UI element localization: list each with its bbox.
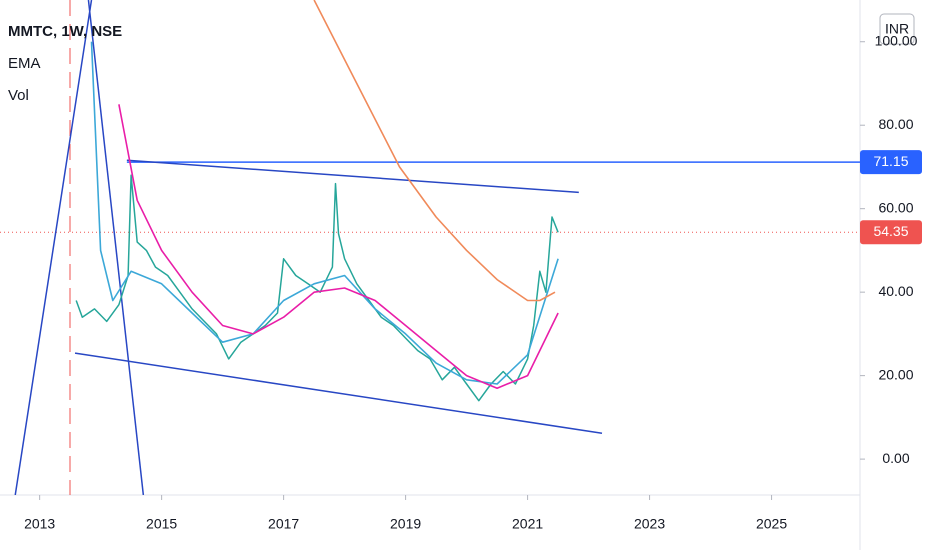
x-tick-label: 2025	[756, 516, 787, 532]
price-line	[75, 174, 559, 402]
y-tick-label: 80.00	[878, 116, 913, 132]
y-tick-label: 20.00	[878, 366, 913, 382]
x-tick-label: 2019	[390, 516, 421, 532]
price-badge-label: 54.35	[873, 223, 908, 239]
indicator-label: EMA	[8, 55, 41, 72]
x-tick-label: 2015	[146, 516, 177, 532]
currency-button[interactable]	[879, 13, 915, 45]
x-tick-label: 2023	[634, 516, 665, 532]
price-badge	[860, 220, 922, 245]
y-tick-label: 40.00	[878, 283, 913, 299]
x-tick-label: 2021	[512, 516, 543, 532]
y-tick-label: 0.00	[882, 450, 909, 466]
ema-line	[313, 0, 556, 302]
symbol-title: MMTC, 1W, NSE	[8, 23, 122, 40]
price-badge-label: 71.15	[873, 153, 908, 169]
price-badge	[860, 150, 922, 175]
indicator-label: Vol	[8, 87, 29, 104]
trendline	[87, 0, 145, 495]
trendline	[126, 159, 579, 194]
trendline	[14, 0, 93, 495]
ema-line	[90, 41, 559, 385]
y-tick-label: 60.00	[878, 199, 913, 215]
trendline	[74, 352, 603, 434]
y-tick-label: 100.00	[875, 32, 918, 48]
currency-label[interactable]: INR	[885, 21, 909, 37]
ema-line	[118, 104, 559, 389]
x-tick-label: 2013	[24, 516, 55, 532]
x-tick-label: 2017	[268, 516, 299, 532]
